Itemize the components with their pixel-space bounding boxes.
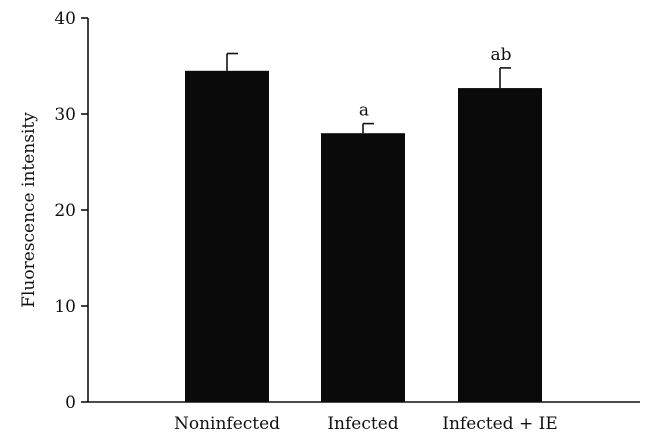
y-tick-label: 0 [65, 393, 76, 413]
y-tick-label: 30 [54, 105, 76, 125]
plot-area: 0 10 20 30 40 Fluorescence intensity Noninfect… [19, 9, 640, 434]
y-tick-label: 20 [54, 201, 76, 221]
bar-infected [321, 133, 405, 402]
y-tick-label: 40 [54, 9, 76, 29]
y-tick-label: 10 [54, 297, 76, 317]
y-axis-title: Fluorescence intensity [19, 112, 39, 308]
significance-label: ab [490, 45, 511, 65]
bar-infected-ie [458, 88, 542, 402]
bar-noninfected [185, 70, 269, 403]
x-tick-label: Noninfected [174, 414, 280, 434]
significance-label: a [359, 101, 369, 121]
x-tick-label: Infected [327, 414, 398, 434]
x-tick-label: Infected + IE [442, 414, 558, 434]
